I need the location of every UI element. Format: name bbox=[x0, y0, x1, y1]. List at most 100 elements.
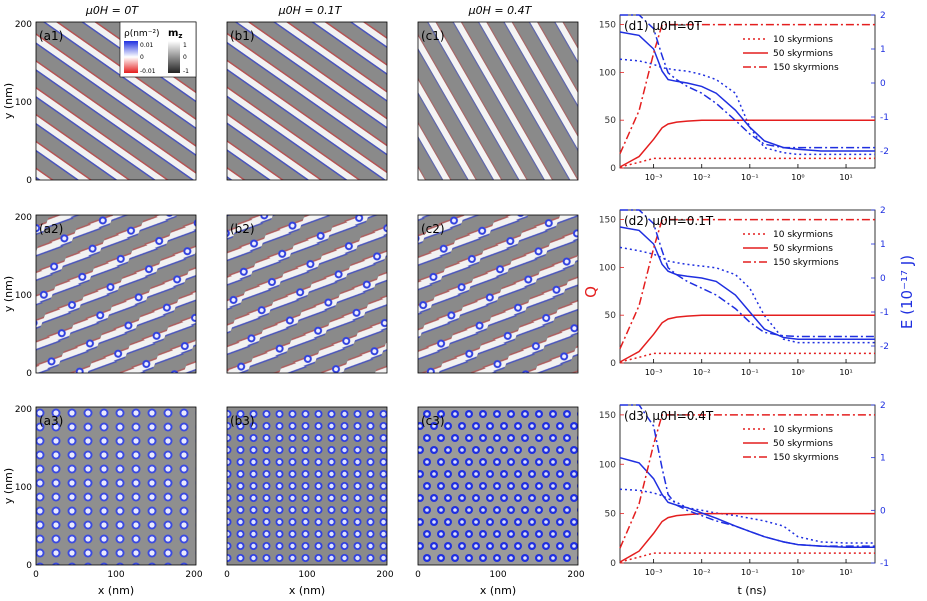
series-q-150 bbox=[619, 218, 875, 350]
legend-entry: 150 skyrmions bbox=[773, 453, 839, 463]
x-tick-0: 0 bbox=[33, 570, 39, 580]
series-q-50 bbox=[619, 314, 875, 363]
panel-label-b3: (b3) bbox=[230, 414, 255, 428]
legend-entry: 10 skyrmions bbox=[773, 35, 833, 45]
x-tick-label: 10⁻³ bbox=[645, 568, 663, 577]
panel-b3: (b3) bbox=[226, 406, 388, 566]
panel-label-b2: (b2) bbox=[230, 222, 255, 236]
series-energy-50 bbox=[619, 226, 875, 340]
q-tick-label: 150 bbox=[599, 21, 616, 31]
time-axis-label: t (ns) bbox=[737, 584, 766, 597]
x-tick-label: 10¹ bbox=[839, 173, 852, 182]
series-energy-150 bbox=[620, 404, 875, 547]
mz-colorbar bbox=[168, 41, 180, 73]
rho-tick-bot: -0.01 bbox=[140, 68, 156, 75]
q-tick-label: 50 bbox=[605, 116, 617, 126]
y-axis-row3: 200 100 0 y (nm) bbox=[2, 405, 32, 571]
x-tick-label: 10¹ bbox=[839, 568, 852, 577]
panel-c3: (c3) bbox=[417, 406, 579, 566]
panel-b2: (b2) bbox=[226, 214, 388, 374]
rho-colorbar bbox=[124, 41, 138, 73]
panel-label-c3: (c3) bbox=[421, 414, 445, 428]
mz-label: mz bbox=[168, 28, 183, 40]
mz-tick-top: 1 bbox=[183, 42, 187, 49]
q-tick-label: 0 bbox=[610, 164, 616, 174]
q-tick-label: 100 bbox=[599, 263, 616, 273]
energy-tick-label: 0 bbox=[880, 274, 886, 284]
series-q-150 bbox=[619, 414, 875, 549]
chart-title: (d3) μ0H=0.4T bbox=[624, 409, 714, 423]
energy-tick-label: 1 bbox=[880, 45, 886, 55]
x-tick-1: 100 bbox=[489, 570, 506, 580]
x-tick-label: 10⁰ bbox=[791, 568, 804, 577]
y-label: y (nm) bbox=[2, 468, 15, 504]
x-tick-2: 200 bbox=[567, 570, 584, 580]
legend-entry: 10 skyrmions bbox=[773, 425, 833, 435]
panel-c2: (c2) bbox=[417, 214, 579, 374]
energy-tick-label: 2 bbox=[880, 401, 886, 411]
x-tick-0: 0 bbox=[415, 570, 421, 580]
rho-tick-mid: 0 bbox=[140, 54, 144, 61]
x-label: x (nm) bbox=[98, 584, 134, 597]
y-label: y (nm) bbox=[2, 83, 15, 119]
x-tick-0: 0 bbox=[224, 570, 230, 580]
chart-d1: 0 50 100 150 2 1 0 -1 -2 10⁻³ 10⁻² 10⁻¹ 10⁰ 10¹ (d1) μ… bbox=[599, 11, 889, 182]
x-axis-col0: 0 100 200 x (nm) bbox=[33, 570, 203, 597]
x-label: x (nm) bbox=[480, 584, 516, 597]
legend-entry: 50 skyrmions bbox=[773, 439, 833, 449]
series-q-150 bbox=[619, 23, 875, 155]
x-tick-label: 10⁻¹ bbox=[741, 173, 759, 182]
energy-tick-label: -1 bbox=[880, 559, 889, 569]
rho-tick-top: 0.01 bbox=[140, 42, 154, 49]
q-tick-label: 150 bbox=[599, 411, 616, 421]
series-energy-150 bbox=[620, 14, 875, 149]
y-tick-2: 0 bbox=[26, 369, 32, 379]
y-tick-2: 0 bbox=[26, 176, 32, 186]
panel-label-a3: (a3) bbox=[39, 414, 63, 428]
y-tick-0: 200 bbox=[15, 20, 32, 30]
panel-label-a2: (a2) bbox=[39, 222, 63, 236]
chart-d2: 0 50 100 150 2 1 0 -1 -2 10⁻³ 10⁻² 10⁻¹ 10⁰ 10¹ (d2) μ… bbox=[599, 206, 889, 377]
energy-tick-label: 0 bbox=[880, 506, 886, 516]
column-title-0: μ0H = 0T bbox=[85, 4, 139, 17]
legend-entry: 50 skyrmions bbox=[773, 49, 833, 59]
q-tick-label: 0 bbox=[610, 359, 616, 369]
legend-entry: 150 skyrmions bbox=[773, 258, 839, 268]
q-tick-label: 0 bbox=[610, 559, 616, 569]
energy-tick-label: 1 bbox=[880, 454, 886, 464]
x-tick-1: 100 bbox=[298, 570, 315, 580]
x-tick-label: 10⁻² bbox=[693, 368, 711, 377]
panel-a2: (a2) bbox=[35, 214, 197, 374]
x-tick-label: 10⁻³ bbox=[645, 368, 663, 377]
x-label: x (nm) bbox=[289, 584, 325, 597]
panel-c1: (c1) bbox=[417, 21, 579, 181]
column-title-2: μ0H = 0.4T bbox=[468, 4, 533, 17]
chart-title: (d1) μ0H=0T bbox=[624, 19, 702, 33]
y-axis-row1: 200 100 0 y (nm) bbox=[2, 20, 32, 186]
q-tick-label: 100 bbox=[599, 68, 616, 78]
x-tick-label: 10¹ bbox=[839, 368, 852, 377]
x-tick-label: 10⁻² bbox=[693, 568, 711, 577]
energy-axis-label: E (10⁻¹⁷ J) bbox=[898, 255, 916, 329]
y-axis-row2: 200 100 0 y (nm) bbox=[2, 213, 32, 379]
energy-tick-label: -1 bbox=[880, 308, 889, 318]
series-q-50 bbox=[619, 512, 875, 563]
panel-label-c1: (c1) bbox=[421, 29, 445, 43]
q-tick-label: 50 bbox=[605, 510, 617, 520]
y-label: y (nm) bbox=[2, 276, 15, 312]
panel-b1: (b1) bbox=[226, 21, 388, 181]
series-q-10 bbox=[619, 157, 875, 168]
energy-tick-label: 2 bbox=[880, 11, 886, 21]
y-tick-1: 100 bbox=[15, 291, 32, 301]
mz-tick-bot: -1 bbox=[183, 68, 189, 75]
x-axis-col1: 0 100 200 x (nm) bbox=[224, 570, 394, 597]
series-energy-150 bbox=[620, 209, 875, 338]
energy-tick-label: 2 bbox=[880, 206, 886, 216]
legend-entry: 50 skyrmions bbox=[773, 244, 833, 254]
x-axis-col2: 0 100 200 x (nm) bbox=[415, 570, 585, 597]
x-tick-1: 100 bbox=[107, 570, 124, 580]
series-q-50 bbox=[619, 119, 875, 168]
legend-entry: 150 skyrmions bbox=[773, 63, 839, 73]
y-tick-0: 200 bbox=[15, 213, 32, 223]
